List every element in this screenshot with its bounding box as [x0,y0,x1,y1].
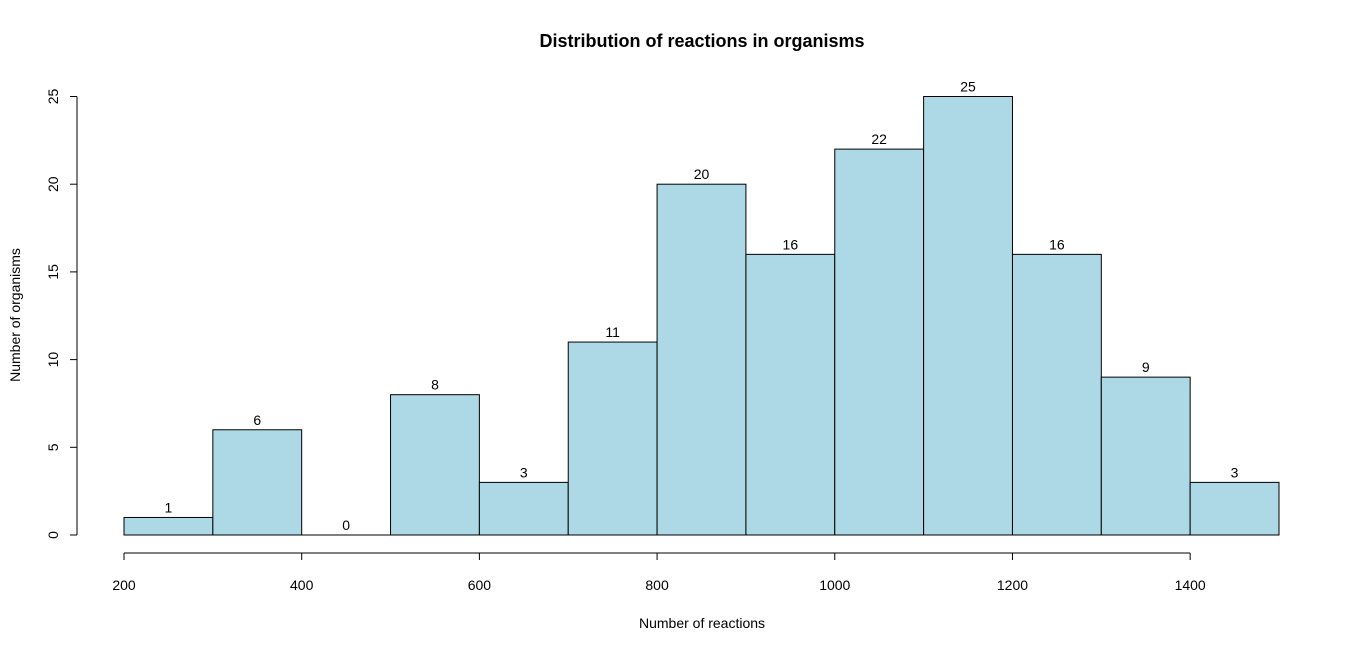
y-tick-label: 10 [45,352,61,368]
histogram-bar [567,341,658,536]
y-tick-label: 15 [45,264,61,280]
bar-count-label: 9 [1142,359,1150,375]
bar-count-label: 11 [605,324,620,340]
x-tick-label: 400 [290,577,314,593]
histogram-bar [656,183,747,536]
bar-count-label: 3 [520,464,528,480]
bar-count-label: 3 [1231,464,1239,480]
histogram-bar [390,394,480,536]
histogram-bar [923,96,1013,536]
x-tick-label: 1400 [1175,577,1206,593]
y-tick-label: 5 [45,443,61,451]
bar-count-label: 16 [783,236,799,252]
y-tick-label: 0 [45,531,61,539]
x-tick-label: 600 [468,577,492,593]
histogram-bar [123,516,214,536]
x-axis: 200 400 600 800 1000 1200 1400 [112,552,1206,593]
histogram-bar [745,253,836,536]
y-axis-label: Number of organisms [7,248,23,382]
histogram-bar [1100,376,1191,536]
bar-count-label: 16 [1049,236,1065,252]
x-axis-label: Number of reactions [639,615,765,631]
histogram-bar [1189,481,1280,536]
x-tick-label: 1200 [997,577,1028,593]
histogram-bar [1011,253,1102,536]
chart-title: Distribution of reactions in organisms [539,31,864,51]
bar-count-label: 20 [694,166,710,182]
bar-count-label: 8 [431,377,439,393]
bar-count-label: 22 [871,131,887,147]
bar-count-label: 1 [165,499,173,515]
bar-count-label: 0 [342,517,350,533]
bars-group [123,96,1280,536]
x-tick-label: 1000 [819,577,850,593]
y-tick-label: 20 [45,176,61,192]
histogram-bar [834,148,925,536]
histogram-bar [478,481,569,536]
bar-count-label: 25 [960,79,976,95]
x-tick-label: 800 [645,577,669,593]
y-tick-label: 25 [45,89,61,105]
y-axis: 0 5 10 15 20 25 [45,89,78,539]
x-tick-label: 200 [112,577,136,593]
histogram-bar [212,429,303,536]
bar-count-label: 6 [253,412,261,428]
